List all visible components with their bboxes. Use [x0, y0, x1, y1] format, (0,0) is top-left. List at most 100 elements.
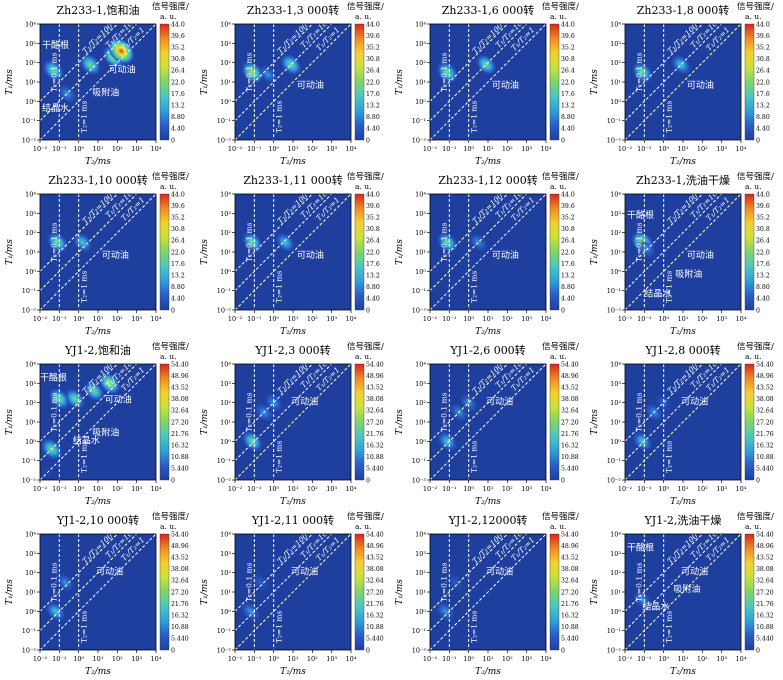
colorbar-tick-label: 13.2: [366, 103, 380, 110]
annotation-label: 吸附油: [673, 583, 700, 595]
x-tick-label: 10⁻¹: [637, 485, 652, 493]
cutoff-label: T₂=0.1 ms: [439, 52, 448, 92]
chart-title: YJ1-2,8 000转: [644, 343, 720, 357]
colorbar-tick-label: 22.0: [366, 79, 380, 86]
colorbar-tick-label: 10.88: [171, 624, 189, 631]
colorbar-tick-label: 48.96: [366, 543, 384, 550]
x-tick-label: 10⁴: [151, 655, 162, 663]
y-axis-label: T₁/ms: [590, 69, 600, 95]
chart-svg: YJ1-2,饱和油T₁/T₂=100T₁/T₂=10T₁/T₂=1T₂=0.1 …: [5, 341, 189, 507]
ratio-line: [625, 534, 723, 632]
colorbar-tick-label: 43.52: [756, 385, 774, 392]
ratio-line: [235, 364, 333, 462]
cutoff-label: T₂=1 ms: [470, 610, 479, 643]
colorbar-tick-label: 8.80: [561, 284, 575, 291]
x-tick-label: 10⁻¹: [637, 145, 652, 153]
y-tick-label: 10³: [25, 550, 36, 558]
x-tick-label: 10⁻²: [228, 145, 243, 153]
colorbar-tick-label: 39.6: [171, 33, 185, 40]
cutoff-label: T₂=1 ms: [275, 610, 284, 643]
x-tick-label: 10⁻²: [618, 315, 633, 323]
x-tick-label: 10⁻¹: [442, 485, 457, 493]
y-tick-label: 10⁰: [220, 98, 231, 106]
colorbar-tick-label: 17.6: [366, 91, 380, 98]
colorbar-tick-label: 43.52: [171, 555, 189, 562]
ratio-line: [40, 24, 118, 102]
x-tick-label: 10⁻²: [33, 485, 48, 493]
chart-title: YJ1-2,洗油干燥: [644, 513, 722, 527]
colorbar-tick-label: 27.20: [756, 419, 774, 426]
x-tick-label: 10⁻¹: [637, 655, 652, 663]
colorbar-title: 信号强度/: [152, 511, 189, 522]
chart-panel: YJ1-2,12000转 T₁/T₂=100 T₁/T₂=10 T₁/T₂=1 T₂=0…: [392, 510, 587, 680]
colorbar: [354, 533, 365, 651]
y-tick-label: 10⁴: [415, 191, 426, 199]
y-tick-label: 10⁻¹: [607, 457, 622, 465]
x-tick-label: 10⁻²: [33, 315, 48, 323]
colorbar-tick-label: 4.40: [756, 296, 770, 303]
x-tick-label: 10³: [131, 145, 142, 153]
colorbar: [549, 363, 560, 481]
x-tick-label: 10⁻²: [228, 485, 243, 493]
x-axis-label: T₂/ms: [85, 667, 111, 677]
colorbar-tick-label: 16.32: [171, 443, 189, 450]
x-tick-label: 10⁰: [463, 485, 474, 493]
y-axis-label: T₁/ms: [200, 409, 210, 435]
colorbar-tick-label: 0: [756, 477, 760, 484]
colorbar-tick-label: 27.20: [561, 419, 579, 426]
colorbar-unit: a. u.: [745, 182, 761, 191]
ratio-line: [40, 364, 118, 442]
y-tick-label: 10³: [415, 210, 426, 218]
signal-blob: [258, 64, 278, 84]
annotation-label: 可动油: [492, 249, 519, 261]
colorbar-unit: a. u.: [160, 12, 176, 21]
annotation-label: 干酪根: [627, 541, 654, 553]
y-tick-label: 10⁴: [610, 191, 621, 199]
x-tick-label: 10¹: [678, 655, 689, 663]
x-tick-label: 10⁻¹: [637, 315, 652, 323]
x-tick-label: 10⁰: [73, 485, 84, 493]
x-tick-label: 10¹: [678, 145, 689, 153]
y-tick-label: 10³: [610, 40, 621, 48]
colorbar-tick-label: 48.96: [756, 373, 774, 380]
cutoff-label: T₂=0.1 ms: [244, 392, 253, 432]
y-axis-label: T₁/ms: [590, 579, 600, 605]
chart-svg: Zh233-1,饱和油T₁/T₂=100T₁/T₂=10T₁/T₂=1T₂=0.…: [5, 1, 189, 167]
colorbar-tick-label: 43.52: [171, 385, 189, 392]
colorbar-tick-label: 35.2: [171, 45, 185, 52]
y-tick-label: 10⁻¹: [412, 627, 427, 635]
y-tick-label: 10²: [25, 229, 36, 237]
colorbar-tick-label: 0: [171, 477, 175, 484]
colorbar-tick-label: 32.64: [366, 408, 384, 415]
y-tick-label: 10⁴: [610, 361, 621, 369]
colorbar-tick-label: 16.32: [561, 443, 579, 450]
x-tick-label: 10²: [697, 315, 708, 323]
x-tick-label: 10⁻¹: [442, 655, 457, 663]
annotation-label: 可动油: [96, 566, 123, 578]
cutoff-label: T₂=0.1 ms: [439, 222, 448, 262]
chart-svg: YJ1-2,12000转T₁/T₂=100T₁/T₂=10T₁/T₂=1T₂=0…: [395, 511, 579, 677]
y-tick-label: 10²: [610, 229, 621, 237]
ratio-line: [430, 364, 508, 442]
cutoff-label: T₂=1 ms: [80, 440, 89, 473]
colorbar-title: 信号强度/: [542, 341, 579, 352]
y-tick-label: 10⁴: [220, 361, 231, 369]
colorbar-tick-label: 27.20: [366, 589, 384, 596]
colorbar-title: 信号强度/: [737, 341, 774, 352]
colorbar-tick-label: 8.80: [171, 114, 185, 121]
cutoff-label: T₂=1 ms: [80, 610, 89, 643]
x-tick-label: 10¹: [288, 485, 299, 493]
colorbar-tick-label: 22.0: [756, 79, 770, 86]
chart-panel: YJ1-2,饱和油 T₁/T₂=100 T₁/T₂=10 T₁/T₂=1 T₂=0.1 …: [2, 340, 197, 510]
colorbar-tick-label: 4.40: [366, 126, 380, 133]
colorbar-tick-label: 8.80: [756, 284, 770, 291]
x-axis-label: T₂/ms: [280, 667, 306, 677]
x-tick-label: 10³: [131, 485, 142, 493]
x-axis-label: T₂/ms: [670, 157, 696, 167]
x-tick-label: 10³: [131, 655, 142, 663]
colorbar-tick-label: 26.4: [756, 238, 770, 245]
colorbar-tick-label: 16.32: [366, 443, 384, 450]
y-tick-label: 10⁻¹: [607, 287, 622, 295]
annotation-label: 干酪根: [627, 209, 654, 221]
colorbar-tick-label: 4.40: [171, 296, 185, 303]
